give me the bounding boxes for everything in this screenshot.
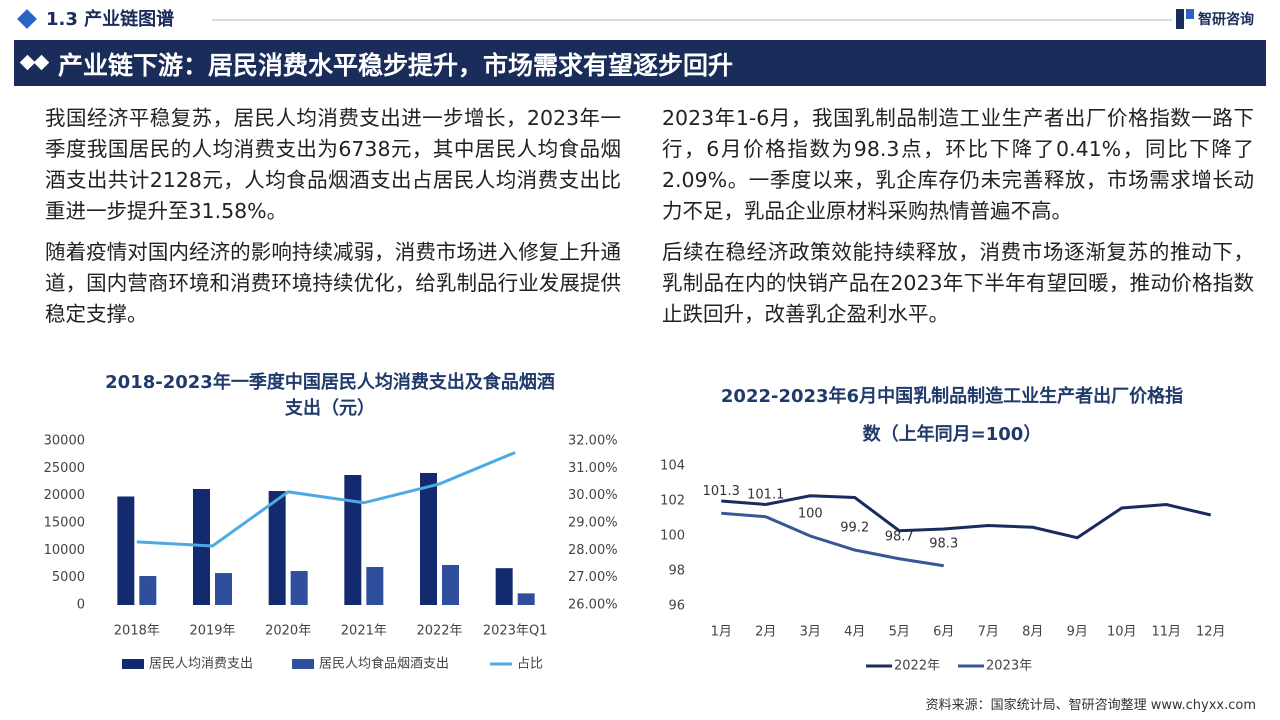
logo-icon [1176, 9, 1184, 29]
y-tick-label: 96 [668, 599, 685, 614]
y-tick-label: 102 [660, 494, 685, 509]
data-label: 100 [798, 507, 823, 522]
bar [268, 491, 286, 605]
bar [495, 568, 513, 605]
paragraph: 随着疫情对国内经济的影响持续减弱，消费市场进入修复上升通道，国内营商环境和消费环… [45, 240, 621, 326]
x-tick-label: 2020年 [265, 624, 311, 639]
x-tick-label: 8月 [1022, 625, 1043, 640]
x-tick-label: 2018年 [114, 624, 160, 639]
bar [117, 496, 135, 605]
x-tick-label: 6月 [933, 625, 954, 640]
bar [193, 488, 210, 605]
bar [344, 475, 362, 605]
y-tick-label: 104 [660, 459, 685, 474]
line-series [721, 494, 1212, 540]
chart-title: 2018-2023年一季度中国居民人均消费支出及食品烟酒支出（元） [105, 372, 555, 419]
y2-tick-label: 27.00% [568, 570, 618, 585]
banner-icon [19, 54, 50, 71]
legend-swatch [122, 659, 144, 669]
x-tick-label: 2019年 [189, 624, 235, 639]
x-tick-label: 10月 [1107, 625, 1137, 640]
logo-icon [1186, 9, 1194, 19]
x-tick-label: 11月 [1151, 625, 1181, 640]
y-tick-label: 15000 [44, 516, 85, 531]
paragraph: 我国经济平稳复苏，居民人均消费支出进一步增长，2023年一季度我国居民的人均消费… [45, 106, 621, 223]
data-label: 98.3 [929, 536, 958, 551]
bullet [17, 9, 37, 29]
y-tick-label: 30000 [44, 434, 85, 449]
paragraph: 后续在稳经济政策效能持续释放，消费市场逐渐复苏的推动下，乳制品在内的快销产品在2… [662, 240, 1254, 326]
bar [517, 593, 535, 605]
x-tick-label: 2021年 [341, 624, 387, 639]
right-column: 2023年1-6月，我国乳制品制造工业生产者出厂价格指数一路下行，6月价格指数为… [662, 103, 1254, 340]
y2-tick-label: 26.00% [568, 598, 618, 613]
bar [139, 576, 157, 605]
y-tick-label: 98 [668, 564, 685, 579]
legend-label: 2022年 [894, 659, 940, 674]
line-series [721, 511, 944, 568]
chart: 96 98 100 102 104 1月 2月 3月 4月 5月 6月 7月 8月 9月 10月 11月 12月… [660, 459, 1226, 674]
bar [290, 570, 308, 605]
x-tick-label: 12月 [1196, 625, 1226, 640]
y-tick-label: 20000 [44, 488, 85, 503]
y-tick-label: 25000 [44, 461, 85, 476]
data-label: 98.7 [885, 529, 914, 544]
data-label: 101.3 [703, 484, 740, 499]
data-label: 99.2 [840, 521, 869, 536]
y-tick-label: 10000 [44, 543, 85, 558]
banner-title: 产业链下游：居民消费水平稳步提升，市场需求有望逐步回升 [58, 51, 734, 80]
chart: 0 5000 10000 15000 20000 25000 30000 26.00% 27.0… [44, 434, 618, 672]
bar [215, 573, 232, 605]
logo-text: 智研咨询 [1197, 11, 1254, 28]
paragraph: 2023年1-6月，我国乳制品制造工业生产者出厂价格指数一路下行，6月价格指数为… [662, 106, 1254, 223]
x-tick-label: 7月 [978, 625, 999, 640]
y2-tick-label: 31.00% [568, 461, 618, 476]
left-column: 我国经济平稳复苏，居民人均消费支出进一步增长，2023年一季度我国居民的人均消费… [45, 103, 621, 340]
chart-title: 2022-2023年6月中国乳制品制造工业生产者出厂价格指数（上年同月=100） [720, 386, 1184, 445]
y-tick-label: 100 [660, 529, 685, 544]
banner: 产业链下游：居民消费水平稳步提升，市场需求有望逐步回升 [14, 40, 1266, 86]
data-label: 101.1 [747, 487, 784, 502]
source: 资料来源：国家统计局、智研咨询整理 www.chyxx.com [925, 698, 1256, 713]
x-tick-label: 4月 [844, 625, 865, 640]
y-tick-label: 0 [77, 598, 85, 613]
y2-tick-label: 32.00% [568, 434, 618, 449]
x-tick-label: 2023年Q1 [483, 624, 548, 639]
x-tick-label: 5月 [889, 625, 910, 640]
x-tick-label: 2月 [755, 625, 776, 640]
x-tick-label: 3月 [800, 625, 821, 640]
y2-tick-label: 28.00% [568, 543, 618, 558]
section-label: 1.3 产业链图谱 [46, 8, 174, 30]
y-tick-label: 5000 [52, 570, 85, 585]
legend-swatch [292, 659, 314, 669]
legend-label: 2023年 [986, 659, 1032, 674]
x-tick-label: 2022年 [416, 624, 462, 639]
y2-tick-label: 30.00% [568, 488, 618, 503]
line-series [136, 451, 516, 548]
x-tick-label: 9月 [1067, 625, 1088, 640]
y2-tick-label: 29.00% [568, 516, 618, 531]
legend-label: 占比 [517, 657, 543, 672]
bar [420, 472, 437, 605]
legend-label: 居民人均食品烟酒支出 [319, 656, 449, 672]
top-bar: 1.3 产业链图谱 智研咨询 [17, 8, 1254, 30]
bar [442, 564, 459, 605]
bar [366, 567, 384, 605]
legend-label: 居民人均消费支出 [149, 657, 253, 672]
x-tick-label: 1月 [711, 625, 732, 640]
